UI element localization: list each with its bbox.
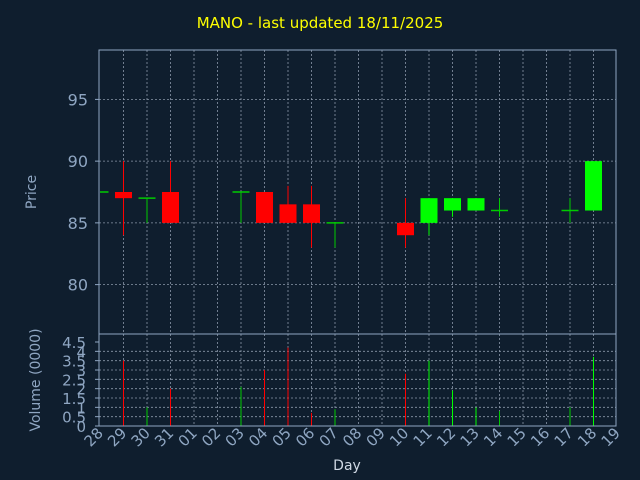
x-tick-label: 12 — [433, 424, 459, 450]
volume-tick-label: 1.5 — [62, 390, 86, 408]
price-tick-label: 95 — [68, 90, 88, 109]
volume-tick-label: 3.5 — [62, 353, 86, 371]
x-tick-label: 16 — [527, 424, 553, 450]
candle-body — [115, 192, 132, 199]
x-tick-label: 14 — [480, 424, 506, 450]
x-tick-label: 09 — [363, 424, 389, 450]
x-tick-label: 30 — [128, 424, 154, 450]
volume-tick-label: 4 — [76, 343, 86, 361]
candle-body — [279, 204, 297, 223]
x-tick-label: 08 — [339, 424, 365, 450]
candle-body — [162, 192, 179, 223]
price-tick-label: 85 — [68, 214, 88, 233]
x-tick-label: 02 — [198, 424, 224, 450]
volume-plot-frame — [98, 333, 617, 427]
x-tick-label: 29 — [104, 424, 130, 450]
candle-body — [585, 161, 602, 211]
candles — [100, 161, 602, 248]
volume-tick-label: 2.5 — [62, 371, 86, 389]
x-tick-label: 07 — [316, 424, 342, 450]
volume-tick-label: 0 — [76, 418, 86, 436]
candle-body — [303, 204, 320, 223]
x-tick-label: 15 — [504, 424, 530, 450]
x-tick-label: 05 — [269, 424, 295, 450]
x-tick-label: 13 — [457, 424, 483, 450]
x-tick-label: 19 — [598, 424, 624, 450]
x-tick-labels: 2829303101020304050607080910111213141516… — [81, 424, 624, 450]
x-tick-label: 18 — [574, 424, 600, 450]
volume-tick-label: 4.5 — [62, 334, 86, 352]
price-tick-label: 80 — [68, 276, 88, 295]
x-tick-label: 03 — [222, 424, 248, 450]
candle-body — [256, 192, 273, 223]
x-tick-label: 11 — [410, 424, 436, 450]
x-tick-label: 04 — [245, 424, 271, 450]
x-tick-label: 31 — [151, 424, 177, 450]
x-tick-label: 10 — [386, 424, 412, 450]
candle-body — [444, 198, 461, 211]
candle-body — [397, 222, 414, 236]
price-axis-label: Price — [24, 174, 40, 210]
volume-tick-label: 3 — [76, 362, 86, 380]
volume-gridlines — [99, 334, 616, 426]
candle-body — [467, 198, 485, 211]
volume-tick-labels: 00.511.522.533.544.5 — [62, 334, 99, 436]
volume-tick-label: 2 — [76, 381, 86, 399]
price-tick-labels: 80 85 90 95 — [68, 90, 99, 295]
price-tick-label: 90 — [68, 152, 88, 171]
candle-body — [420, 198, 438, 223]
volume-tick-label: 0.5 — [62, 409, 86, 427]
volume-bars — [123, 347, 594, 426]
volume-tick-label: 1 — [76, 399, 86, 417]
volume-axis-label: Volume (0000) — [28, 328, 44, 432]
x-tick-label: 17 — [551, 424, 577, 450]
x-tick-label: 06 — [292, 424, 318, 450]
chart-title: MANO - last updated 18/11/2025 — [196, 14, 444, 32]
x-tick-label: 01 — [175, 424, 201, 450]
x-axis-label: Day — [333, 458, 361, 474]
